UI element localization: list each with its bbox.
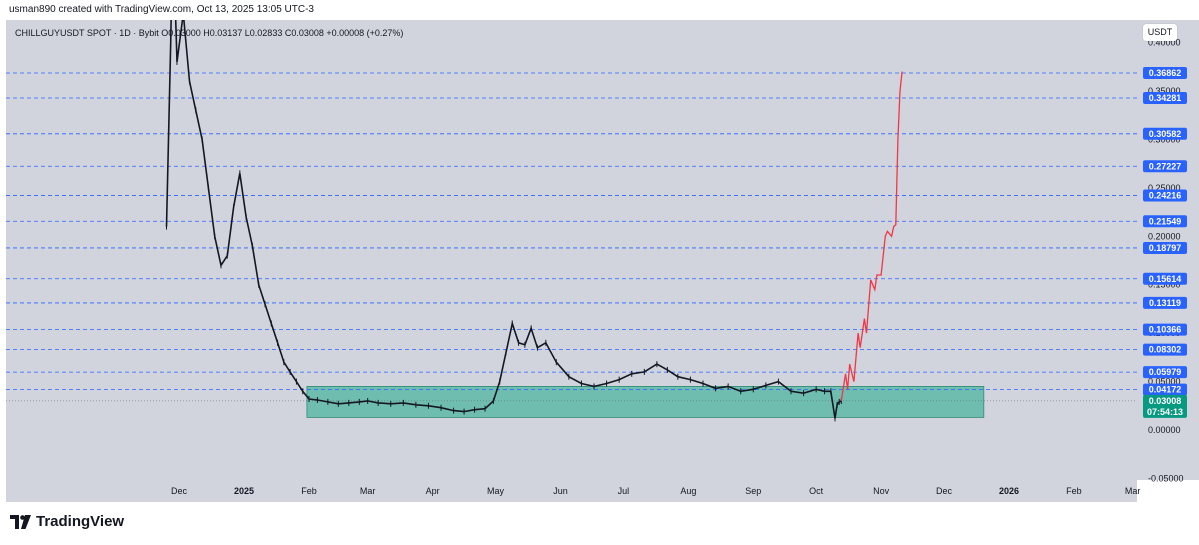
level-price-tag[interactable] (1143, 91, 1187, 104)
tradingview-logo[interactable]: TradingView (10, 513, 124, 530)
level-price-label: 0.15614 (1149, 274, 1182, 284)
tradingview-logo-icon (10, 514, 32, 529)
projection-line[interactable] (840, 71, 903, 401)
time-tick-label: Oct (809, 486, 824, 496)
ohlc-values: O0.03000 H0.03137 L0.02833 C0.03008 +0.0… (161, 28, 404, 38)
time-tick-label: Mar (360, 486, 376, 496)
level-price-label: 0.36862 (1149, 68, 1182, 78)
attribution-header: usman890 created with TradingView.com, O… (9, 4, 314, 15)
time-tick-label: Feb (1066, 486, 1082, 496)
level-price-label: 0.10366 (1149, 325, 1182, 335)
level-price-tag[interactable] (1143, 296, 1187, 309)
level-price-label: 0.24216 (1149, 190, 1182, 200)
time-tick-label: Jun (553, 486, 568, 496)
level-price-label: 0.21549 (1149, 216, 1182, 226)
tradingview-logo-text: TradingView (36, 513, 125, 530)
time-tick-label: Sep (745, 486, 761, 496)
level-price-tag[interactable] (1143, 383, 1187, 396)
time-tick-label: 2026 (999, 486, 1019, 496)
time-axis[interactable] (6, 480, 1137, 502)
accumulation-zone (306, 386, 985, 418)
level-price-tag[interactable] (1143, 160, 1187, 173)
price-series-line[interactable] (165, 0, 842, 419)
time-tick-label: May (487, 486, 505, 496)
level-price-tag[interactable] (1143, 323, 1187, 336)
current-price-tag[interactable] (1143, 394, 1187, 418)
level-price-tag[interactable] (1143, 272, 1187, 285)
level-price-tag[interactable] (1143, 343, 1187, 356)
level-price-label: 0.13119 (1149, 298, 1181, 308)
level-price-tag[interactable] (1143, 66, 1187, 79)
time-tick-label: Jul (618, 486, 630, 496)
level-price-tag[interactable] (1143, 215, 1187, 228)
symbol-legend[interactable]: CHILLGUYUSDT SPOT · 1D · Bybit O0.03000 … (15, 28, 403, 38)
price-tick-label: -0.05000 (1148, 473, 1184, 483)
time-tick-label: Dec (936, 486, 953, 496)
level-price-label: 0.18797 (1149, 243, 1182, 253)
level-price-label: 0.05979 (1149, 367, 1182, 377)
currency-button[interactable]: USDT (1143, 24, 1177, 41)
time-tick-label: Feb (301, 486, 317, 496)
time-tick-label: Mar (1125, 486, 1141, 496)
level-price-tag[interactable] (1143, 366, 1187, 379)
current-price-label: 0.03008 (1149, 396, 1182, 406)
level-price-label: 0.04172 (1149, 385, 1182, 395)
price-tick-label: 0.25000 (1148, 183, 1181, 193)
time-tick-label: 2025 (234, 486, 254, 496)
level-price-label: 0.34281 (1149, 93, 1182, 103)
level-price-label: 0.08302 (1149, 345, 1182, 355)
symbol-name[interactable]: CHILLGUYUSDT SPOT · 1D · Bybit (15, 28, 159, 38)
price-tick-label: 0.35000 (1148, 86, 1181, 96)
price-tick-label: 0.05000 (1148, 377, 1181, 387)
level-price-tag[interactable] (1143, 127, 1187, 140)
price-tick-label: 0.40000 (1148, 38, 1181, 48)
time-tick-label: Aug (680, 486, 696, 496)
time-tick-label: Dec (171, 486, 188, 496)
time-tick-label: Apr (426, 486, 440, 496)
price-tick-label: 0.20000 (1148, 231, 1181, 241)
level-price-tag[interactable] (1143, 189, 1187, 202)
price-tick-label: 0.00000 (1148, 425, 1181, 435)
time-tick-label: Nov (873, 486, 890, 496)
level-price-label: 0.27227 (1149, 161, 1182, 171)
bar-countdown-label: 07:54:13 (1147, 407, 1183, 417)
level-price-label: 0.30582 (1149, 129, 1182, 139)
level-price-tag[interactable] (1143, 241, 1187, 254)
